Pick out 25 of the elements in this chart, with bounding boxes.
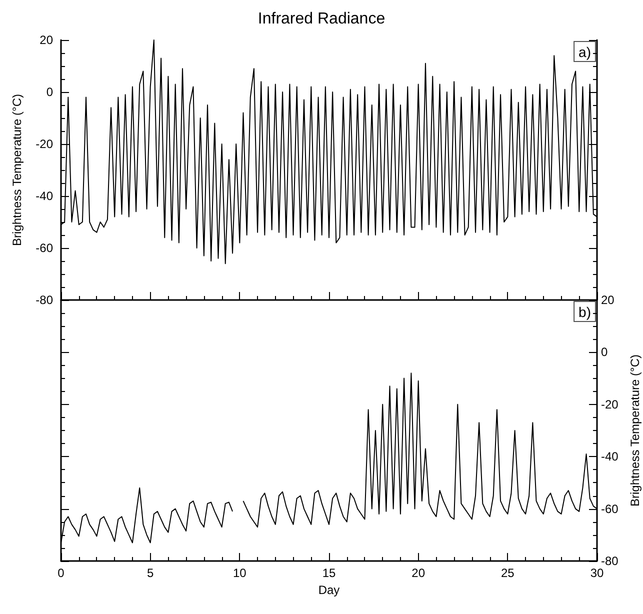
- y-tick-label: -60: [36, 241, 54, 255]
- annotation: b): [578, 304, 592, 320]
- y2-tick-label: -20: [601, 397, 619, 412]
- y2-tick-label: 0: [601, 345, 608, 360]
- annotation: a): [578, 44, 592, 60]
- y2-tick-label: -60: [601, 502, 619, 516]
- y-tick-label: 0: [46, 85, 54, 99]
- y-axis-title: Brightness Temperature (°C): [10, 94, 24, 246]
- y2-tick-label: -40: [601, 450, 619, 464]
- x-tick-label: 30: [590, 566, 604, 580]
- y2-axis-title: Brightness Temperature (°C): [628, 354, 642, 506]
- x-tick-label: 10: [232, 566, 247, 580]
- chart-title: Infrared Radiance: [258, 10, 386, 28]
- x-tick-label: 5: [146, 566, 154, 580]
- x-tick-label: 25: [500, 566, 515, 580]
- y-tick-label: 20: [40, 33, 54, 47]
- x-tick-label: 15: [322, 566, 336, 580]
- y2-tick-label: 20: [601, 293, 615, 307]
- x-tick-label: 0: [58, 566, 65, 580]
- x-tick-label: 20: [412, 566, 426, 580]
- y-tick-label: -40: [36, 189, 54, 203]
- x-axis-title: Day: [318, 582, 340, 597]
- y2-tick-label: -80: [601, 554, 619, 568]
- y-tick-label: -80: [36, 293, 54, 307]
- y-tick-label: -20: [36, 137, 54, 151]
